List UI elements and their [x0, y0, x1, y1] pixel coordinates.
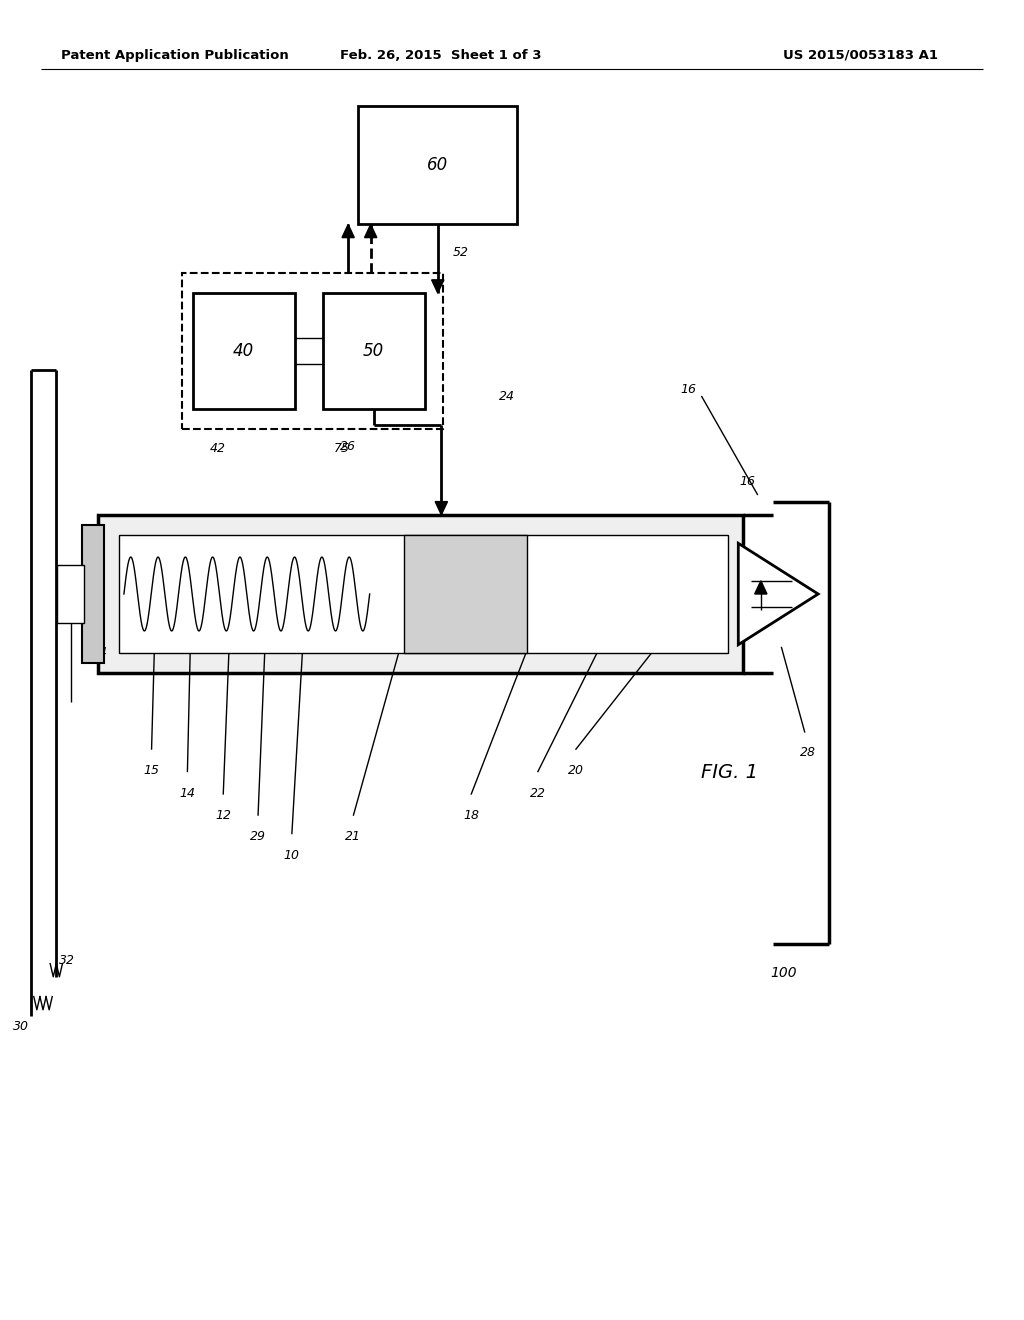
Text: 14: 14 — [179, 787, 196, 800]
Polygon shape — [435, 502, 447, 515]
Text: 30: 30 — [12, 1020, 29, 1034]
Bar — [82, 525, 104, 663]
Text: 32: 32 — [58, 954, 75, 968]
Text: 22: 22 — [529, 787, 546, 800]
Text: 16: 16 — [680, 383, 696, 396]
Bar — [98, 515, 743, 673]
Text: Patent Application Publication: Patent Application Publication — [61, 49, 289, 62]
Bar — [57, 565, 84, 623]
Text: US 2015/0053183 A1: US 2015/0053183 A1 — [782, 49, 938, 62]
Polygon shape — [432, 280, 444, 293]
Polygon shape — [342, 224, 354, 238]
Text: 12: 12 — [215, 809, 231, 822]
Text: 26: 26 — [340, 440, 356, 453]
Text: 15: 15 — [143, 764, 160, 777]
Bar — [119, 535, 728, 653]
Text: 16: 16 — [739, 475, 756, 488]
Text: FIG. 1: FIG. 1 — [701, 763, 759, 781]
Text: 10: 10 — [284, 849, 300, 862]
Text: 100: 100 — [770, 966, 797, 979]
Text: 21: 21 — [345, 830, 361, 843]
Text: 40: 40 — [233, 342, 254, 360]
Text: 18: 18 — [463, 809, 479, 822]
Text: 28: 28 — [800, 746, 816, 759]
Bar — [358, 106, 517, 224]
Polygon shape — [755, 581, 767, 594]
Bar — [323, 293, 425, 409]
Bar — [182, 273, 443, 429]
Text: 75: 75 — [334, 442, 350, 455]
Text: 60: 60 — [427, 156, 449, 174]
Polygon shape — [365, 224, 377, 238]
Bar — [193, 293, 295, 409]
Polygon shape — [738, 544, 818, 644]
Text: 29: 29 — [250, 830, 266, 843]
Bar — [404, 535, 527, 653]
Text: 52: 52 — [453, 246, 468, 259]
Text: 42: 42 — [210, 442, 226, 455]
Text: 34: 34 — [92, 645, 109, 659]
Text: 24: 24 — [499, 389, 515, 403]
Text: 50: 50 — [364, 342, 384, 360]
Text: 20: 20 — [567, 764, 584, 777]
Text: Feb. 26, 2015  Sheet 1 of 3: Feb. 26, 2015 Sheet 1 of 3 — [340, 49, 541, 62]
